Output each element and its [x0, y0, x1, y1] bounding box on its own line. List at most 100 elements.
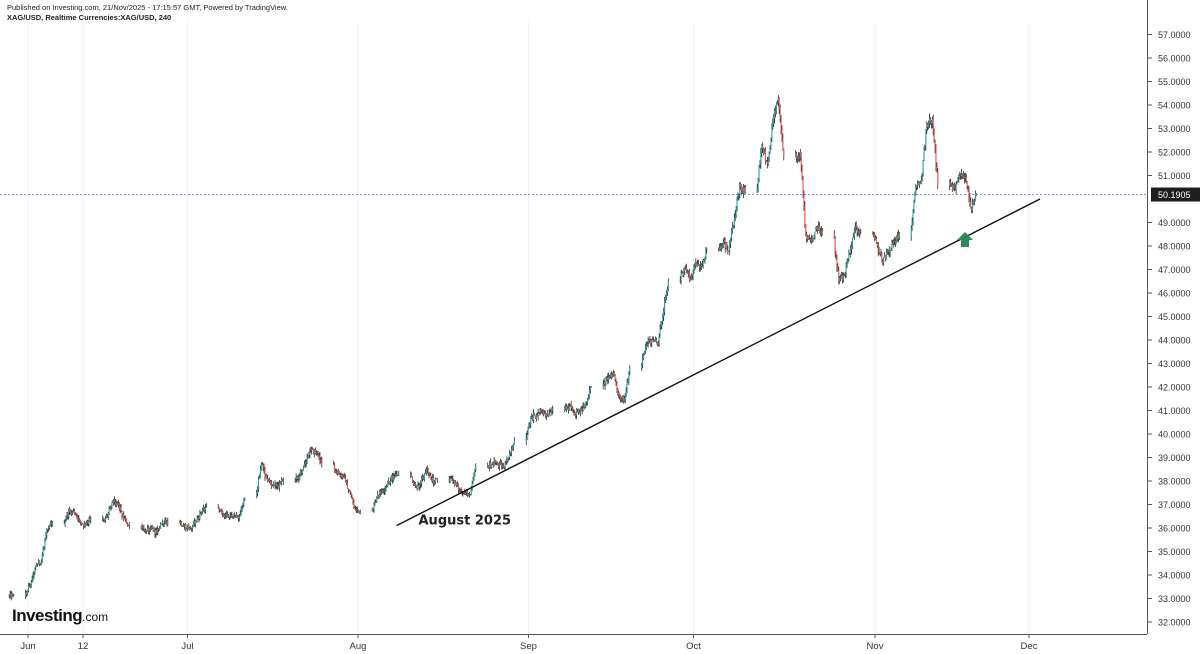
candle-body	[28, 586, 30, 587]
candle-body	[966, 181, 968, 187]
candle-body	[664, 300, 666, 312]
candle-body	[532, 417, 534, 420]
candle-body	[433, 477, 435, 483]
y-tick-label: 38.0000	[1158, 476, 1191, 486]
candle-body	[32, 575, 34, 579]
candle-body	[48, 527, 50, 529]
candle-body	[929, 119, 932, 121]
candle-body	[351, 494, 353, 498]
candle-body	[342, 475, 344, 478]
candle-body	[274, 484, 276, 486]
y-tick-label: 40.0000	[1158, 429, 1191, 439]
candle-body	[465, 492, 467, 494]
candle-body	[242, 504, 244, 509]
candle-body	[878, 251, 880, 254]
candle-body	[495, 461, 497, 463]
candle-body	[29, 584, 31, 587]
candle-body	[157, 529, 159, 533]
candle-body	[758, 165, 760, 179]
candle-body	[272, 484, 274, 486]
candle-body	[299, 476, 301, 480]
candle-body	[334, 464, 336, 471]
candle-body	[156, 530, 158, 533]
candle-body	[271, 485, 273, 487]
candle-body	[468, 495, 470, 497]
candle-body	[855, 225, 857, 228]
candle-body	[295, 476, 297, 480]
candle-body	[544, 413, 547, 417]
candle-body	[90, 518, 92, 521]
candle-body	[843, 274, 845, 276]
candle-body	[36, 565, 38, 567]
candle-body	[959, 175, 961, 180]
candle-body	[193, 521, 195, 524]
candle-body	[8, 595, 10, 597]
candle-body	[488, 465, 490, 468]
candle-body	[975, 193, 977, 195]
candle-body	[799, 152, 801, 157]
candle-body	[615, 379, 617, 385]
candle-body	[701, 264, 703, 266]
candle-body	[279, 482, 282, 484]
candle-body	[744, 187, 746, 192]
candle-body	[498, 464, 500, 467]
candle-body	[280, 479, 283, 483]
candle-body	[546, 413, 548, 416]
candle-body	[71, 512, 74, 513]
candle-body	[647, 340, 649, 344]
candle-body	[240, 508, 242, 514]
candle-body	[876, 242, 878, 246]
candle-body	[851, 237, 854, 247]
candle-body	[231, 515, 233, 518]
candle-body	[378, 491, 381, 498]
candle-body	[262, 464, 264, 467]
candle-body	[239, 513, 241, 517]
candle-body	[807, 235, 810, 240]
candle-body	[378, 494, 380, 498]
candle-body	[894, 241, 896, 243]
candle-body	[839, 277, 841, 282]
candle-body	[576, 408, 579, 410]
candle-body	[389, 481, 391, 484]
candle-body	[627, 380, 629, 382]
candle-body	[467, 494, 470, 496]
candle-body	[604, 381, 606, 386]
candle-body	[43, 548, 45, 550]
candle-body	[957, 180, 959, 182]
candle-body	[199, 513, 201, 520]
candle-body	[914, 194, 916, 201]
candle-body	[463, 491, 465, 493]
y-tick-label: 53.0000	[1158, 124, 1191, 134]
candle-body	[74, 513, 76, 515]
candle-body	[735, 207, 737, 216]
candle-body	[70, 512, 73, 514]
candle-body	[607, 377, 609, 380]
candle-body	[730, 237, 732, 244]
candle-body	[487, 465, 489, 467]
candle-body	[685, 267, 687, 269]
candle-body	[973, 200, 976, 202]
candle-body	[816, 227, 818, 229]
candle-body	[353, 502, 355, 507]
candle-body	[573, 412, 575, 415]
candle-body	[181, 525, 184, 527]
candle-body	[722, 241, 724, 247]
candle-body	[577, 408, 580, 413]
candle-body	[586, 402, 588, 404]
candle-body	[954, 187, 956, 190]
candle-body	[653, 340, 655, 342]
candle-body	[224, 515, 227, 517]
candle-body	[308, 454, 310, 458]
candle-body	[426, 469, 428, 471]
candle-body	[427, 469, 429, 475]
logo-main-text: Investing	[12, 606, 83, 625]
candle-body	[374, 502, 376, 505]
candle-body	[163, 522, 165, 524]
candle-body	[936, 166, 938, 172]
candle-body	[338, 473, 340, 475]
candle-body	[513, 441, 515, 445]
candle-body	[9, 593, 11, 596]
candle-body	[217, 506, 219, 508]
